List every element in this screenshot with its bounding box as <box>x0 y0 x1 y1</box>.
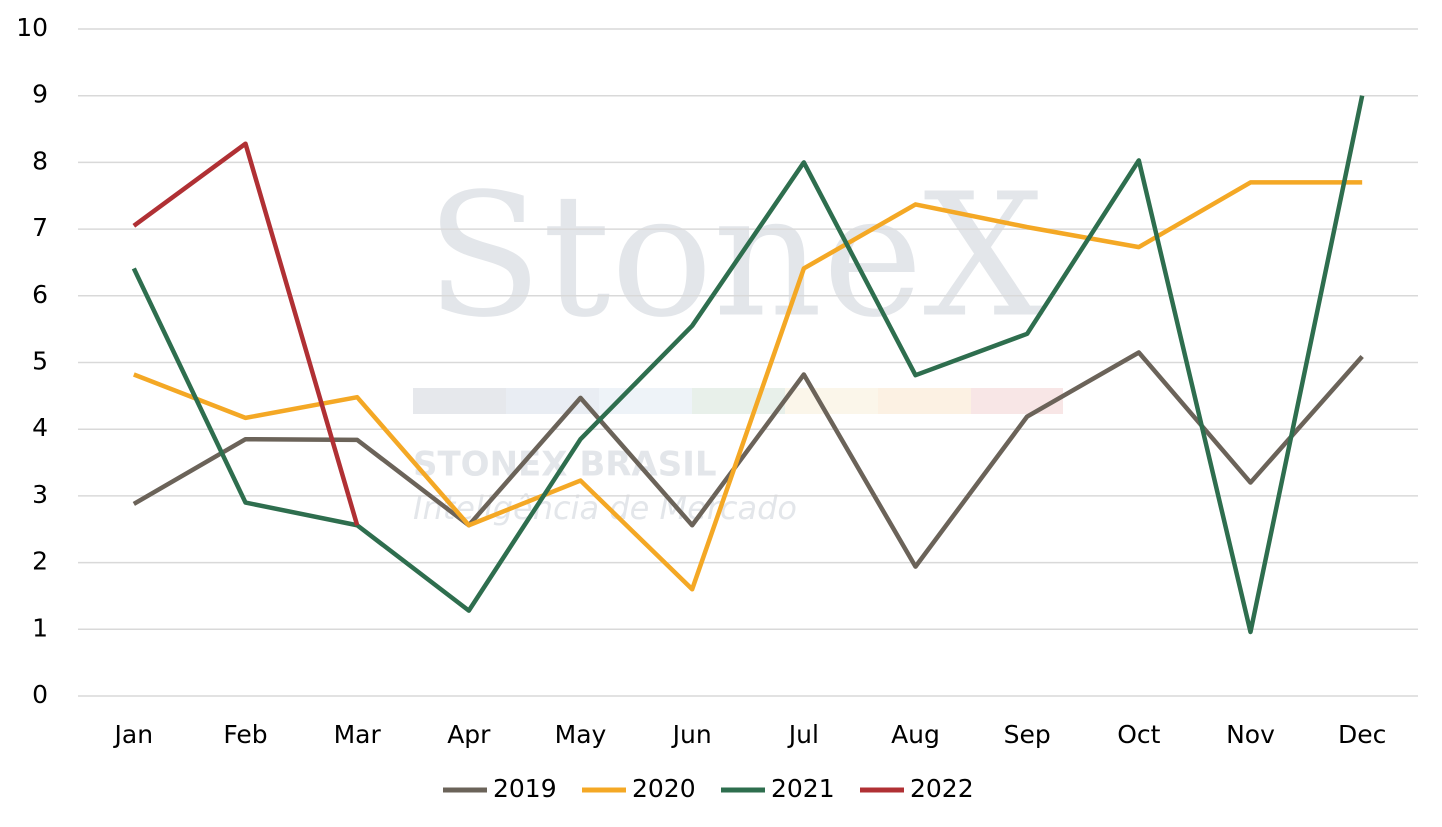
y-tick-label: 1 <box>32 613 48 642</box>
band <box>785 388 878 414</box>
y-tick-label: 3 <box>32 480 48 509</box>
legend-label: 2021 <box>771 774 835 803</box>
x-tick-label: Aug <box>891 720 940 749</box>
band <box>413 388 506 414</box>
legend-label: 2020 <box>632 774 696 803</box>
band <box>599 388 692 414</box>
x-tick-label: Feb <box>223 720 267 749</box>
x-tick-label: Mar <box>334 720 382 749</box>
legend-label: 2022 <box>910 774 974 803</box>
watermark-brand: StoneX <box>426 157 1044 355</box>
x-tick-label: Jun <box>671 720 712 749</box>
legend-label: 2019 <box>493 774 557 803</box>
series-line <box>132 141 360 526</box>
x-tick-label: Nov <box>1226 720 1275 749</box>
y-tick-label: 2 <box>32 547 48 576</box>
x-tick-label: Jul <box>787 720 819 749</box>
y-tick-label: 6 <box>32 280 48 309</box>
y-tick-label: 9 <box>32 80 48 109</box>
y-tick-label: 7 <box>32 213 48 242</box>
y-tick-label: 0 <box>32 680 48 709</box>
x-tick-label: Apr <box>447 720 491 749</box>
y-tick-label: 5 <box>32 347 48 376</box>
x-tick-label: Dec <box>1338 720 1386 749</box>
x-tick-label: Jan <box>113 720 154 749</box>
series-line <box>131 95 1365 635</box>
x-tick-label: Oct <box>1117 720 1160 749</box>
band <box>878 388 971 414</box>
band <box>692 388 785 414</box>
y-tick-label: 8 <box>32 146 48 175</box>
x-tick-label: Sep <box>1004 720 1051 749</box>
x-tick-label: May <box>555 720 607 749</box>
series-line <box>132 350 1364 569</box>
y-tick-label: 10 <box>16 13 48 42</box>
y-tick-label: 4 <box>32 413 48 442</box>
band <box>971 388 1063 414</box>
watermark: StoneX STONEX BRASIL Inteligência de Mer… <box>413 157 1063 527</box>
